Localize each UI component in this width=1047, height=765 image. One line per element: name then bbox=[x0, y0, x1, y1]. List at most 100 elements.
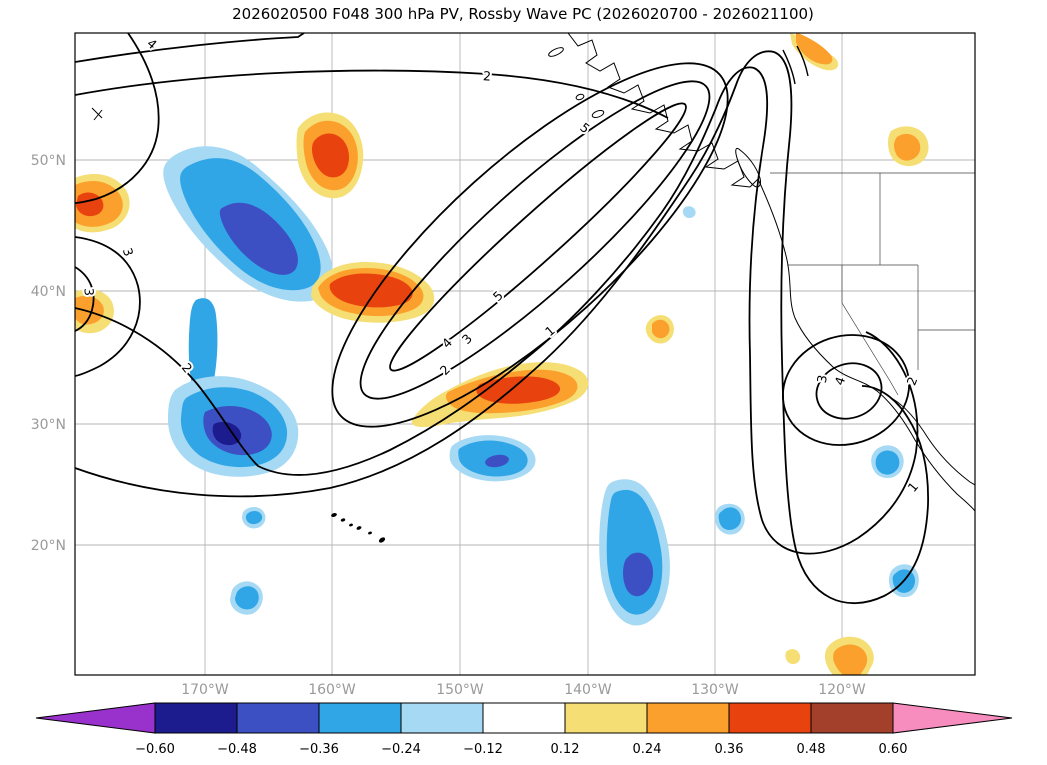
colorbar-ticks: −0.60 −0.48 −0.36 −0.24 −0.12 0.12 0.24 … bbox=[135, 742, 907, 757]
kodiak-island bbox=[591, 110, 605, 118]
neg-anomaly-small2-bright bbox=[235, 586, 259, 610]
colorbar-tick-label: −0.24 bbox=[381, 742, 421, 757]
x-tick-label: 130°W bbox=[691, 682, 739, 698]
colorbar-bin bbox=[564, 702, 648, 734]
state-borders bbox=[770, 172, 975, 396]
colorbar-tick-label: −0.36 bbox=[299, 742, 339, 757]
plot-border bbox=[74, 32, 976, 676]
neg-anomaly-wsw-deep bbox=[212, 421, 242, 446]
pv-contour-3-west bbox=[75, 236, 141, 377]
pos-anomaly-west2-orange bbox=[75, 295, 104, 325]
small-island bbox=[575, 93, 585, 101]
colorbar-bin bbox=[728, 702, 812, 734]
colorbar-tick-label: −0.12 bbox=[463, 742, 503, 757]
pv-contour-3-low bbox=[781, 334, 911, 446]
colorbar-bin bbox=[318, 702, 402, 734]
colorbar-extend-low bbox=[35, 702, 156, 734]
colorbar-tick-label: −0.48 bbox=[217, 742, 257, 757]
colorbar-tick-label: 0.24 bbox=[633, 742, 662, 757]
hawaii-island bbox=[378, 537, 386, 543]
contour-label: 3 bbox=[459, 331, 475, 347]
neg-anomaly-east-small-bright bbox=[718, 507, 742, 530]
pos-anomaly-mid-red bbox=[329, 273, 413, 308]
pos-anomaly-north-red bbox=[312, 133, 350, 178]
colorbar-tick-label: 0.36 bbox=[715, 742, 744, 757]
pv-contour-4-hairpin bbox=[359, 80, 711, 400]
hawaii-island bbox=[340, 518, 346, 522]
pos-anomaly-right-orange bbox=[893, 133, 921, 161]
contour-label: 4 bbox=[832, 375, 849, 387]
contour-label: 3 bbox=[120, 246, 137, 258]
hawaii-island bbox=[349, 523, 353, 527]
alaska-coastline bbox=[567, 33, 759, 188]
colorbar-bin bbox=[482, 702, 566, 734]
contour-label: 3 bbox=[814, 374, 830, 384]
contour-label: 5 bbox=[577, 120, 593, 137]
pv-contours bbox=[75, 33, 929, 605]
colorbar-extend-high bbox=[892, 702, 1013, 734]
pos-anomaly-small-orange bbox=[652, 319, 670, 339]
contour-label: 3 bbox=[81, 288, 96, 296]
figure-title: 2026020500 F048 300 hPa PV, Rossby Wave … bbox=[232, 5, 814, 23]
colorbar-bin bbox=[400, 702, 484, 734]
x-tick-label: 120°W bbox=[818, 682, 866, 698]
neg-anomaly-baja-bright bbox=[875, 450, 900, 475]
anomaly-fills bbox=[75, 33, 929, 675]
neg-anomaly-south-core bbox=[623, 552, 654, 597]
pos-anomaly-band-red bbox=[476, 376, 561, 404]
colorbar-tick-label: 0.48 bbox=[797, 742, 826, 757]
west-coast-coastline bbox=[757, 178, 975, 512]
pv-contour-1-top bbox=[75, 33, 305, 63]
hawaii-island bbox=[368, 531, 372, 535]
x-tick-label: 150°W bbox=[436, 682, 484, 698]
pv-contour-4-low bbox=[815, 362, 883, 420]
colorbar-tick-label: −0.60 bbox=[135, 742, 175, 757]
contour-label: 1 bbox=[905, 479, 922, 495]
pos-anomaly-topright-orange bbox=[796, 33, 833, 65]
hawaii-island bbox=[331, 513, 337, 517]
colorbar-bin bbox=[236, 702, 320, 734]
x-tick-label: 140°W bbox=[564, 682, 612, 698]
colorbar-bin bbox=[646, 702, 730, 734]
pv-contour-2-top bbox=[75, 69, 669, 119]
x-axis-ticks: 170°W 160°W 150°W 140°W 130°W 120°W bbox=[181, 682, 866, 698]
vancouver-island bbox=[735, 147, 761, 188]
pv-contour-2-main bbox=[75, 66, 919, 555]
colorbar-bin bbox=[154, 702, 238, 734]
neg-anomaly-strip bbox=[188, 298, 218, 401]
gulf-of-california-coast bbox=[892, 398, 975, 486]
y-tick-label: 50°N bbox=[31, 153, 66, 169]
aleutian-island bbox=[548, 47, 564, 57]
hawaii-island bbox=[356, 526, 362, 530]
contour-label: 1 bbox=[542, 323, 558, 340]
pv-contour-3-west-inner bbox=[75, 266, 95, 332]
contour-label: 2 bbox=[483, 68, 492, 84]
pos-anomaly-bottom-orange bbox=[833, 644, 868, 675]
contour-label: 5 bbox=[490, 288, 506, 304]
y-tick-label: 30°N bbox=[31, 417, 66, 433]
neg-anomaly-speck bbox=[682, 206, 696, 218]
colorbar: −0.60 −0.48 −0.36 −0.24 −0.12 0.12 0.24 … bbox=[35, 702, 1013, 757]
y-tick-label: 40°N bbox=[31, 284, 66, 300]
pv-contour-5-hairpin bbox=[389, 102, 687, 372]
colorbar-bin bbox=[810, 702, 894, 734]
neg-anomaly-nw-core bbox=[219, 202, 298, 275]
x-tick-label: 160°W bbox=[308, 682, 356, 698]
colorbar-tick-label: 0.12 bbox=[551, 742, 580, 757]
pv-contour-4-topleft bbox=[75, 33, 160, 204]
pv-contour-3-hairpin bbox=[331, 62, 729, 428]
colorbar-tick-label: 0.60 bbox=[879, 742, 908, 757]
pos-anomaly-bottom-speck bbox=[785, 649, 801, 664]
hawaii-islands bbox=[331, 513, 386, 543]
neg-anomaly-small1-bright bbox=[245, 511, 263, 525]
coastlines bbox=[91, 33, 975, 543]
y-axis-ticks: 50°N 40°N 30°N 20°N bbox=[31, 153, 66, 554]
small-island-marks bbox=[91, 107, 103, 121]
y-tick-label: 20°N bbox=[31, 538, 66, 554]
contour-label: 2 bbox=[903, 374, 920, 387]
x-tick-label: 170°W bbox=[181, 682, 229, 698]
neg-anomaly-central-core bbox=[485, 454, 509, 468]
contour-fragment-topright bbox=[782, 45, 809, 85]
